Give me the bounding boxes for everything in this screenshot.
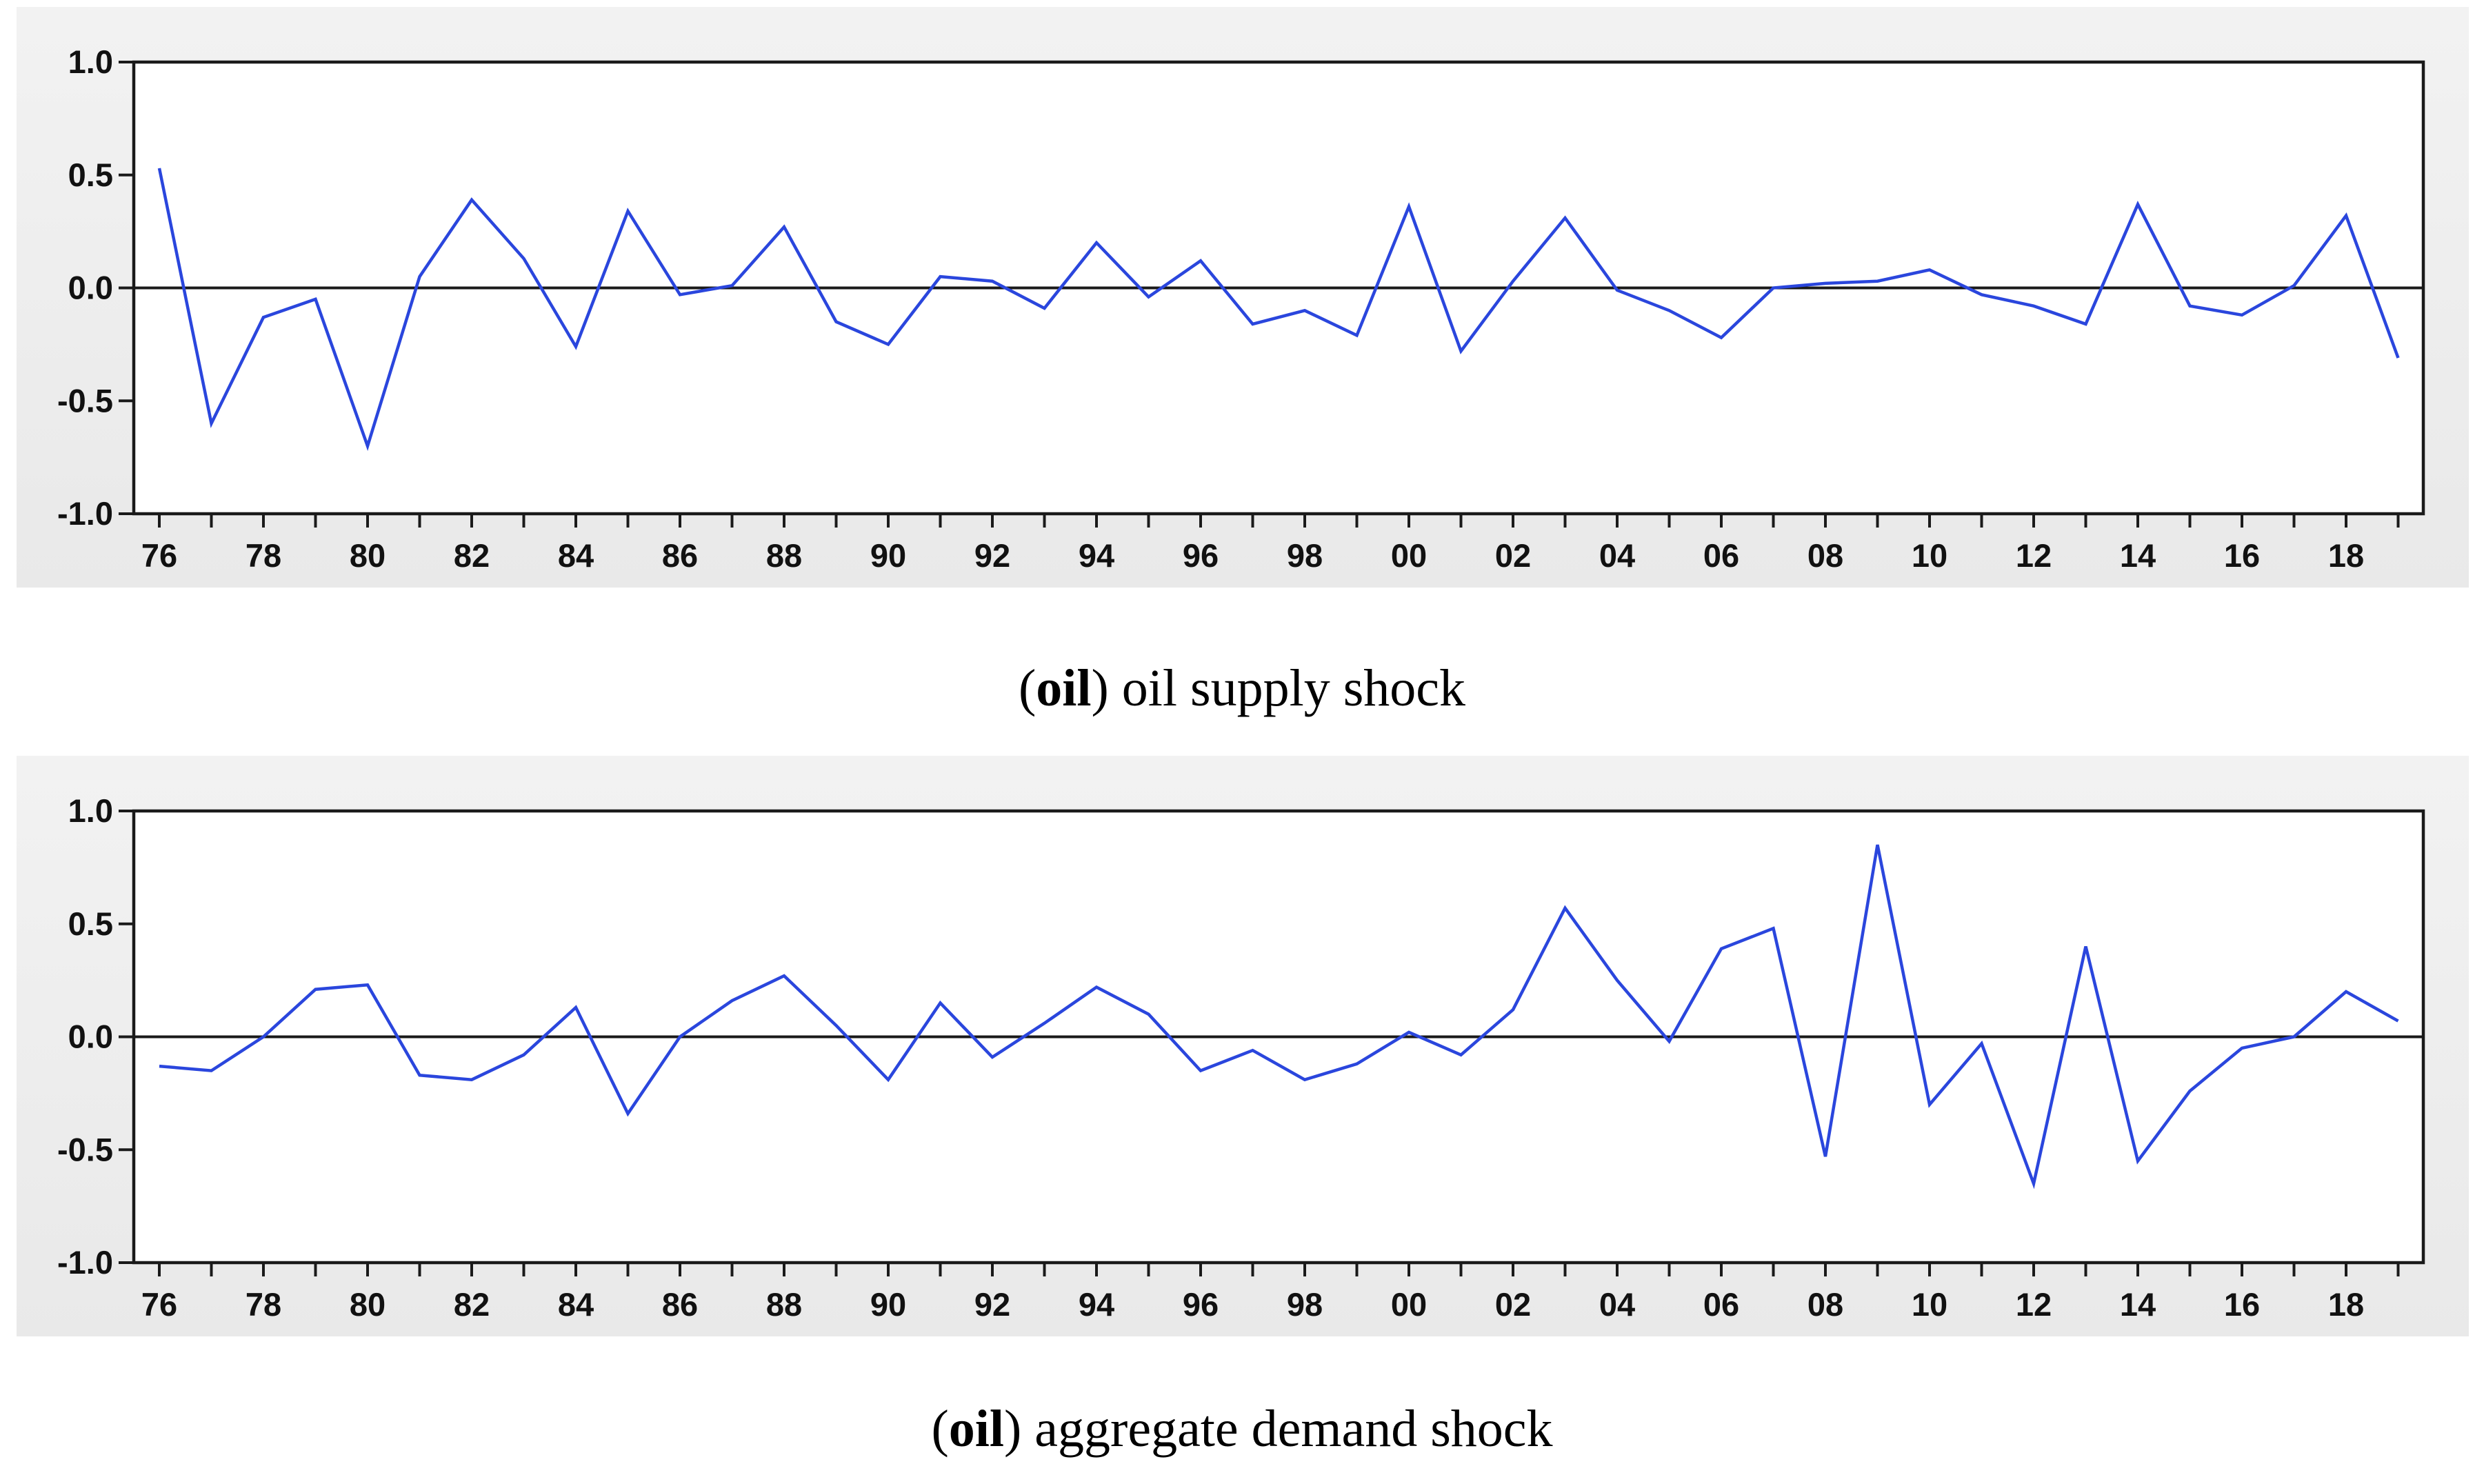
y-tick-label: 0.5 bbox=[68, 157, 113, 193]
x-tick-label: 76 bbox=[141, 1286, 177, 1323]
x-tick-label: 06 bbox=[1703, 1286, 1739, 1323]
x-tick-label: 92 bbox=[974, 537, 1010, 574]
x-tick-label: 12 bbox=[2016, 537, 2052, 574]
x-tick-label: 76 bbox=[141, 537, 177, 574]
x-tick-label: 96 bbox=[1183, 537, 1219, 574]
caption-text: ) aggregate demand shock bbox=[1003, 1400, 1553, 1458]
aggregate-demand-shock-caption: (oil) aggregate demand shock bbox=[0, 1383, 2484, 1474]
x-tick-label: 82 bbox=[454, 1286, 490, 1323]
x-tick-label: 94 bbox=[1079, 537, 1114, 574]
x-tick-label: 78 bbox=[246, 1286, 281, 1323]
x-tick-label: 94 bbox=[1079, 1286, 1114, 1323]
series-line bbox=[159, 844, 2399, 1190]
x-tick-label: 04 bbox=[1599, 537, 1635, 574]
x-tick-label: 00 bbox=[1391, 537, 1427, 574]
y-tick-label: -1.0 bbox=[57, 1244, 113, 1281]
x-tick-label: 14 bbox=[2120, 537, 2156, 574]
x-tick-label: 80 bbox=[350, 1286, 385, 1323]
y-tick-label: -0.5 bbox=[57, 1131, 113, 1167]
x-tick-label: 78 bbox=[246, 537, 281, 574]
oil-supply-shock-caption: (oil) oil supply shock bbox=[0, 643, 2484, 734]
aggregate-demand-shock-chart: 1.0 0.5 0.0 -0.5 -1.0 76 78 80 82 84 86 88 90 92 94 96 9… bbox=[57, 792, 2425, 1323]
x-tick-label: 98 bbox=[1287, 1286, 1323, 1323]
x-tick-label: 14 bbox=[2120, 1286, 2156, 1323]
x-tick-label: 08 bbox=[1807, 1286, 1843, 1323]
y-tick-label: 0.0 bbox=[68, 1019, 113, 1055]
x-tick-label: 92 bbox=[974, 1286, 1010, 1323]
x-tick-label: 02 bbox=[1495, 537, 1531, 574]
x-tick-label: 86 bbox=[662, 537, 698, 574]
x-tick-label: 80 bbox=[350, 537, 385, 574]
x-tick-label: 10 bbox=[1912, 1286, 1947, 1323]
x-tick-label: 02 bbox=[1495, 1286, 1531, 1323]
x-tick-label: 18 bbox=[2328, 537, 2364, 574]
x-tick-label: 08 bbox=[1807, 537, 1843, 574]
oil-supply-shock-chart: 1.0 0.5 0.0 -0.5 -1.0 76 78 80 82 84 86 88 90 92 94 96 9… bbox=[57, 43, 2425, 574]
x-tick-label: 82 bbox=[454, 537, 490, 574]
y-tick-label: 0.0 bbox=[68, 270, 113, 306]
caption-open-paren: ( bbox=[1018, 659, 1036, 717]
x-tick-label: 18 bbox=[2328, 1286, 2364, 1323]
aggregate-demand-shock-chart-panel: 1.0 0.5 0.0 -0.5 -1.0 76 78 80 82 84 86 88 90 92 94 96 9… bbox=[17, 756, 2469, 1336]
y-tick-label: 0.5 bbox=[68, 905, 113, 942]
x-tick-label: 00 bbox=[1391, 1286, 1427, 1323]
y-tick-label: -0.5 bbox=[57, 382, 113, 419]
x-tick-label: 90 bbox=[870, 537, 906, 574]
x-tick-label: 96 bbox=[1183, 1286, 1219, 1323]
x-tick-label: 16 bbox=[2224, 537, 2260, 574]
series-line bbox=[157, 168, 2400, 451]
y-tick-label: 1.0 bbox=[68, 43, 113, 80]
x-tick-label: 88 bbox=[766, 537, 802, 574]
x-tick-label: 04 bbox=[1599, 1286, 1635, 1323]
x-tick-label: 84 bbox=[558, 1286, 594, 1323]
x-tick-label: 06 bbox=[1703, 537, 1739, 574]
y-tick-label: -1.0 bbox=[57, 495, 113, 532]
x-tick-label: 10 bbox=[1912, 537, 1947, 574]
x-tick-label: 16 bbox=[2224, 1286, 2260, 1323]
x-tick-label: 12 bbox=[2016, 1286, 2052, 1323]
x-tick-label: 84 bbox=[558, 537, 594, 574]
x-tick-label: 90 bbox=[870, 1286, 906, 1323]
caption-open-paren: ( bbox=[931, 1400, 949, 1458]
x-tick-label: 98 bbox=[1287, 537, 1323, 574]
x-tick-label: 88 bbox=[766, 1286, 802, 1323]
caption-series-name: oil bbox=[948, 1400, 1004, 1458]
x-tick-label: 86 bbox=[662, 1286, 698, 1323]
caption-text: ) oil supply shock bbox=[1091, 659, 1466, 717]
y-tick-label: 1.0 bbox=[68, 792, 113, 829]
oil-supply-shock-chart-panel: 1.0 0.5 0.0 -0.5 -1.0 76 78 80 82 84 86 88 90 92 94 96 9… bbox=[17, 7, 2469, 588]
caption-series-name: oil bbox=[1036, 659, 1092, 717]
